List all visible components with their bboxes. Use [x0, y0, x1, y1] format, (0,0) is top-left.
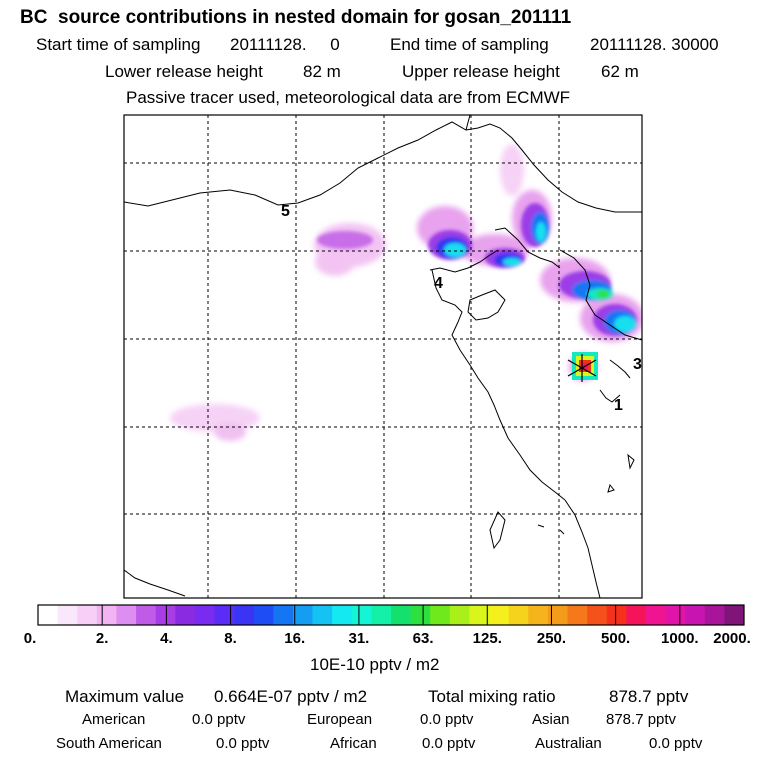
colorbar-swatch: [547, 605, 568, 625]
map-frame: [123, 114, 643, 599]
colorbar-tick-label: 31.: [348, 630, 370, 647]
map-label-3: 3: [633, 356, 642, 373]
colorbar-tick-label: 500.: [601, 630, 631, 647]
colorbar-tick-label: 0.: [23, 630, 37, 647]
colorbar-tick-label: 2000.: [713, 630, 751, 647]
upper-height-label: Upper release height: [402, 62, 560, 81]
region-south-american-value: 0.0 pptv: [216, 735, 270, 752]
colorbar-swatch: [528, 605, 549, 625]
max-value-label: Maximum value: [65, 687, 185, 706]
colorbar-swatch: [371, 605, 392, 625]
colorbar-swatch: [155, 605, 176, 625]
region-african-name: African: [330, 735, 377, 752]
colorbar-swatch: [312, 605, 333, 625]
colorbar-swatch: [665, 605, 686, 625]
colorbar-swatch: [685, 605, 706, 625]
colorbar-swatch: [214, 605, 235, 625]
end-time-label: End time of sampling: [390, 35, 549, 54]
colorbar-tick-label: 16.: [284, 630, 306, 647]
map-label-5: 5: [281, 203, 290, 220]
tracer-note: Passive tracer used, meteorological data…: [126, 88, 571, 107]
region-african-value: 0.0 pptv: [422, 735, 476, 752]
receptor-marker: [567, 354, 597, 382]
colorbar: [37, 604, 745, 626]
colorbar-swatch: [469, 605, 490, 625]
lower-height-value: 82 m: [303, 62, 341, 81]
region-american-value: 0.0 pptv: [192, 711, 246, 728]
colorbar-tick-label: 8.: [224, 630, 237, 647]
colorbar-swatch: [351, 605, 372, 625]
region-american-name: American: [82, 711, 146, 728]
region-australian-name: Australian: [535, 735, 602, 752]
colorbar-swatch: [567, 605, 588, 625]
colorbar-swatch: [645, 605, 666, 625]
colorbar-swatch: [234, 605, 255, 625]
colorbar-tick-label: 4.: [160, 630, 173, 647]
region-asian-value: 878.7 pptv: [606, 711, 677, 728]
colorbar-swatch: [292, 605, 313, 625]
end-time-value: 20111128. 30000: [590, 35, 719, 54]
colorbar-tick-label: 2.: [95, 630, 109, 647]
colorbar-frame: [37, 604, 745, 626]
colorbar-tick-label: 125.: [472, 630, 502, 647]
colorbar-swatch: [77, 605, 98, 625]
colorbar-tick-label: 63.: [412, 630, 434, 647]
start-time-value: 20111128. 0: [230, 35, 340, 54]
colorbar-swatch: [57, 605, 78, 625]
region-european-name: European: [307, 711, 373, 728]
colorbar-swatch: [410, 605, 431, 625]
colorbar-unit: 10E-10 pptv / m2: [310, 655, 440, 674]
colorbar-swatch: [116, 605, 137, 625]
colorbar-swatch: [38, 605, 58, 625]
total-mixing-label: Total mixing ratio: [428, 687, 556, 706]
colorbar-swatch: [175, 605, 196, 625]
colorbar-swatch: [508, 605, 529, 625]
colorbar-swatch: [332, 605, 353, 625]
graticule: [124, 115, 642, 598]
colorbar-swatch: [194, 605, 215, 625]
colorbar-swatch: [704, 605, 725, 625]
max-value: 0.664E-07 pptv / m2: [214, 687, 368, 706]
colorbar-swatch: [391, 605, 411, 625]
map-label-1: 1: [614, 397, 623, 414]
lower-height-label: Lower release height: [105, 62, 263, 81]
colorbar-swatch: [489, 605, 509, 625]
colorbar-swatch: [606, 605, 627, 625]
map-label-4: 4: [434, 275, 443, 292]
region-south-american-name: South American: [56, 735, 162, 752]
colorbar-tick-label: 1000.: [661, 630, 699, 647]
start-time-label: Start time of sampling: [36, 35, 201, 54]
colorbar-swatch: [96, 605, 117, 625]
region-european-value: 0.0 pptv: [420, 711, 474, 728]
colorbar-swatch: [626, 605, 647, 625]
colorbar-tick-label: 250.: [536, 630, 567, 647]
map-title: BC source contributions in nested domain…: [20, 7, 572, 28]
colorbar-swatch: [136, 605, 156, 625]
region-asian-name: Asian: [532, 711, 570, 728]
region-australian-value: 0.0 pptv: [649, 735, 703, 752]
coastlines: [124, 115, 642, 598]
plume-core: [317, 203, 637, 336]
colorbar-swatch: [724, 605, 745, 625]
upper-height-value: 62 m: [601, 62, 639, 81]
colorbar-swatch: [430, 605, 451, 625]
total-mixing-value: 878.7 pptv: [609, 687, 689, 706]
colorbar-swatch: [587, 605, 608, 625]
colorbar-swatch: [273, 605, 294, 625]
colorbar-swatch: [253, 605, 274, 625]
colorbar-swatch: [449, 605, 470, 625]
